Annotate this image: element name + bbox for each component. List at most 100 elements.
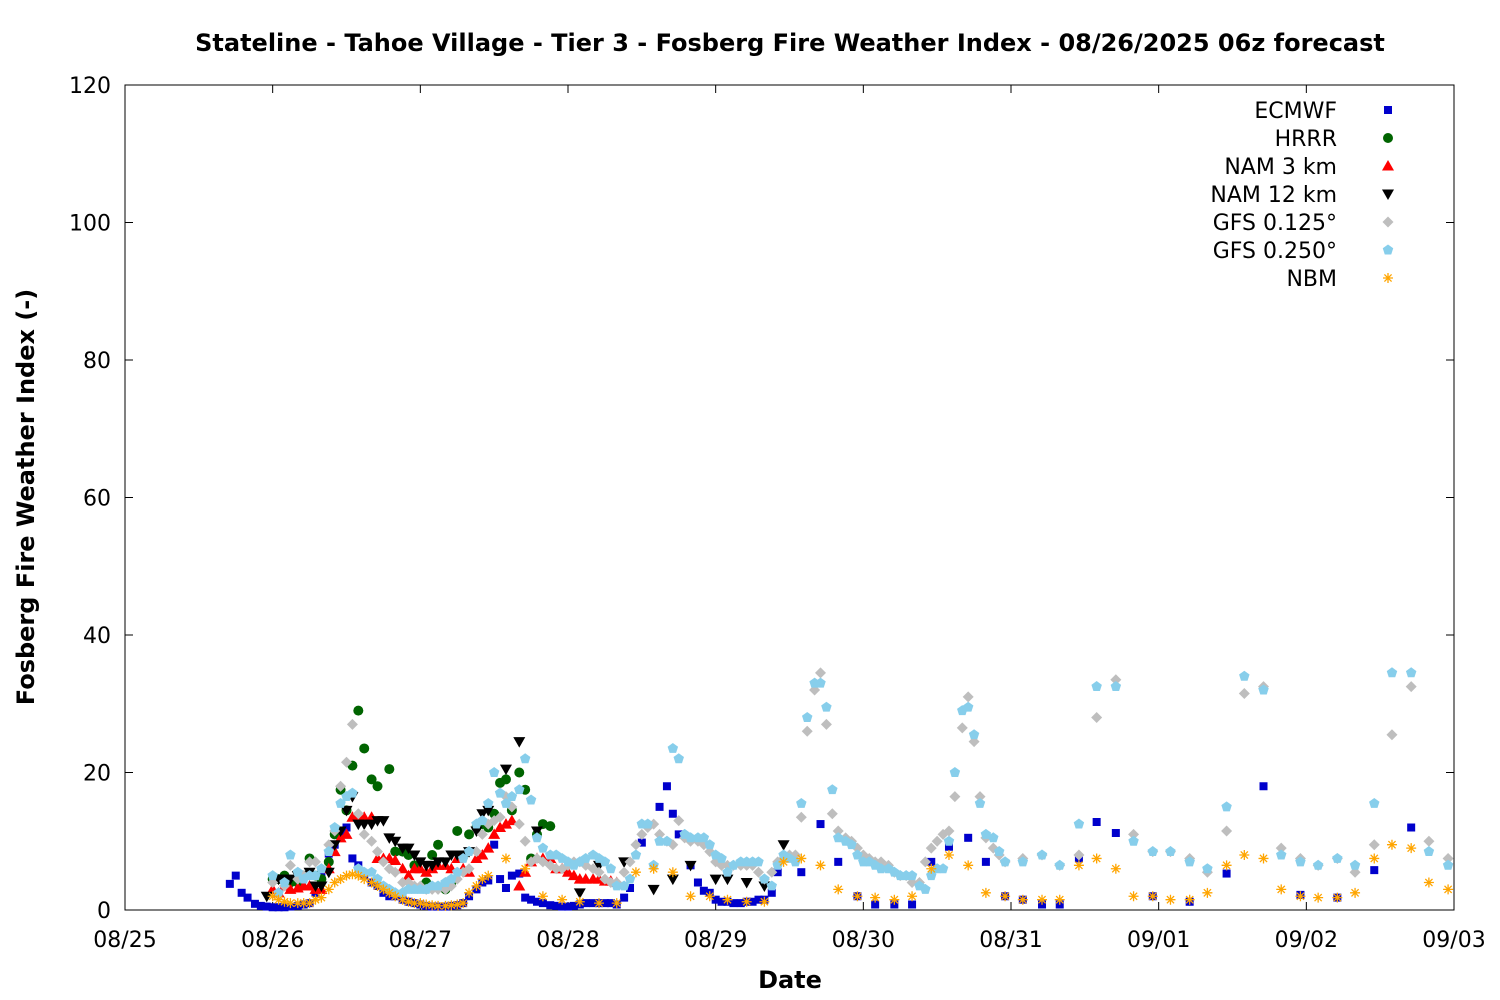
data-point bbox=[673, 815, 685, 827]
data-point bbox=[767, 888, 776, 897]
data-point bbox=[520, 863, 531, 874]
series-nbm bbox=[267, 839, 1454, 911]
data-point bbox=[303, 879, 316, 891]
data-point bbox=[433, 839, 444, 850]
data-point bbox=[937, 863, 949, 874]
data-point bbox=[545, 821, 556, 832]
x-tick-label: 08/30 bbox=[832, 928, 895, 953]
data-point bbox=[626, 884, 635, 892]
data-point bbox=[630, 839, 642, 851]
legend-marker bbox=[1383, 273, 1393, 283]
data-point bbox=[1295, 856, 1306, 867]
data-point bbox=[1017, 856, 1029, 867]
data-point bbox=[323, 884, 334, 895]
data-point bbox=[366, 866, 377, 877]
data-point bbox=[463, 863, 475, 875]
data-point bbox=[693, 878, 702, 887]
data-point bbox=[372, 846, 384, 858]
data-point bbox=[274, 903, 283, 912]
data-point bbox=[1407, 823, 1416, 832]
data-point bbox=[642, 818, 653, 829]
data-point bbox=[427, 900, 438, 911]
data-point bbox=[470, 852, 483, 863]
data-point bbox=[748, 897, 757, 906]
data-point bbox=[729, 899, 738, 908]
data-point bbox=[993, 846, 1005, 857]
data-point bbox=[618, 866, 630, 878]
data-point bbox=[346, 718, 358, 730]
data-point bbox=[298, 898, 309, 909]
data-point bbox=[537, 842, 549, 853]
data-point bbox=[477, 874, 488, 885]
data-point bbox=[396, 862, 409, 874]
data-point bbox=[322, 867, 335, 879]
y-tick-label: 0 bbox=[97, 899, 111, 924]
data-point bbox=[1202, 863, 1213, 874]
data-point bbox=[1312, 859, 1324, 870]
data-point bbox=[310, 894, 321, 905]
data-point bbox=[630, 849, 642, 860]
data-point bbox=[532, 897, 541, 906]
data-point bbox=[662, 782, 671, 791]
data-point bbox=[1239, 670, 1250, 681]
data-point bbox=[833, 884, 844, 895]
data-point bbox=[1238, 687, 1250, 699]
data-point bbox=[506, 791, 518, 802]
data-point bbox=[1165, 846, 1176, 857]
data-point bbox=[237, 888, 246, 897]
data-point bbox=[323, 839, 335, 851]
data-point bbox=[389, 854, 402, 865]
data-point bbox=[1276, 849, 1287, 860]
data-point bbox=[721, 874, 734, 886]
data-point bbox=[826, 808, 838, 820]
data-point bbox=[777, 840, 790, 851]
x-tick-label: 08/25 bbox=[93, 928, 156, 953]
data-point bbox=[870, 892, 881, 903]
data-point bbox=[821, 701, 832, 712]
data-point bbox=[372, 781, 383, 792]
data-point bbox=[852, 849, 863, 860]
x-tick-label: 08/28 bbox=[536, 928, 599, 953]
data-point bbox=[329, 877, 340, 888]
data-point bbox=[513, 879, 526, 891]
data-point bbox=[557, 894, 568, 905]
data-point bbox=[974, 797, 986, 808]
data-point bbox=[741, 896, 752, 907]
data-point bbox=[546, 901, 555, 910]
data-point bbox=[569, 901, 578, 910]
data-point bbox=[353, 705, 364, 716]
data-point bbox=[309, 856, 321, 868]
data-point bbox=[292, 898, 303, 909]
data-point bbox=[956, 722, 968, 734]
data-points bbox=[225, 667, 1454, 912]
data-point bbox=[1386, 667, 1398, 678]
data-point bbox=[1111, 829, 1120, 837]
data-point bbox=[452, 825, 463, 836]
data-point bbox=[722, 894, 733, 905]
data-point bbox=[1258, 853, 1269, 864]
data-point bbox=[285, 849, 296, 860]
axis-ticks: 08/25 08/26 08/27 08/28 08/29 08/30 08/31 09/01… bbox=[69, 74, 1486, 953]
data-point bbox=[421, 899, 432, 910]
data-point bbox=[341, 756, 352, 768]
data-point bbox=[1073, 818, 1085, 829]
data-point bbox=[759, 873, 770, 884]
data-point bbox=[513, 818, 525, 830]
data-point bbox=[1295, 891, 1306, 902]
data-point bbox=[433, 900, 444, 911]
legend-marker bbox=[1382, 189, 1394, 200]
data-point bbox=[599, 856, 611, 867]
legend-marker bbox=[1382, 216, 1394, 228]
data-point bbox=[1091, 681, 1102, 692]
data-point bbox=[667, 867, 678, 878]
data-point bbox=[699, 886, 708, 895]
data-point bbox=[315, 881, 328, 892]
data-point bbox=[476, 809, 489, 820]
data-point bbox=[426, 860, 439, 872]
data-point bbox=[1423, 877, 1434, 888]
data-point bbox=[684, 860, 697, 872]
data-point bbox=[335, 780, 347, 792]
data-point bbox=[397, 877, 409, 888]
data-point bbox=[499, 818, 512, 829]
data-point bbox=[580, 852, 591, 863]
